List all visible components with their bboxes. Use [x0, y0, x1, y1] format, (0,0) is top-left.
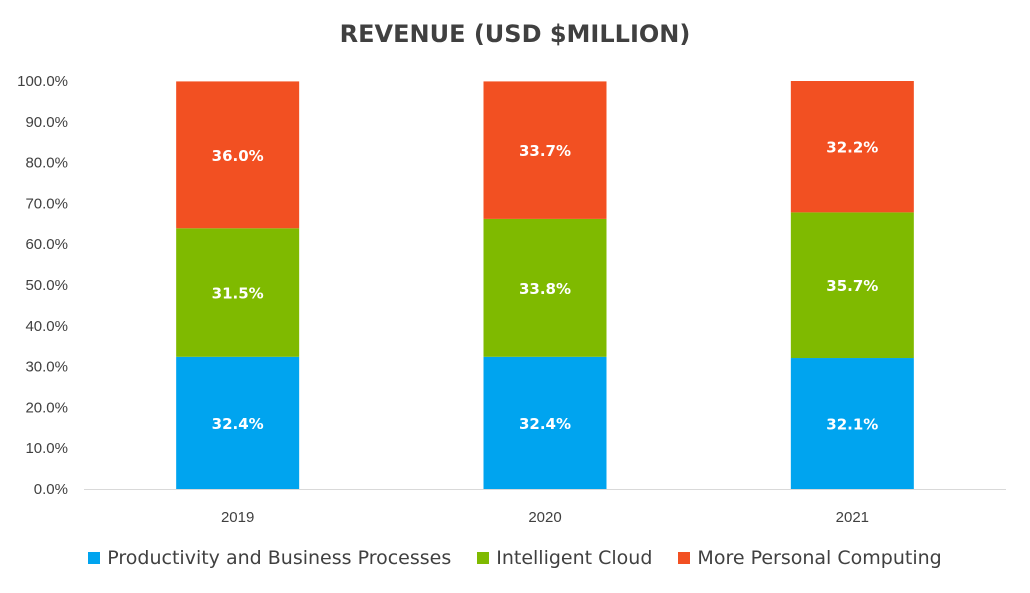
legend-item: More Personal Computing: [678, 547, 942, 569]
y-tick-label: 100.0%: [17, 73, 68, 90]
y-tick-label: 50.0%: [25, 277, 68, 294]
y-tick-label: 90.0%: [25, 114, 68, 131]
y-tick-label: 70.0%: [25, 195, 68, 212]
legend: Productivity and Business Processes Intel…: [0, 547, 1030, 569]
data-label: 35.7%: [826, 277, 878, 295]
legend-label: Productivity and Business Processes: [107, 547, 452, 569]
y-tick-label: 30.0%: [25, 359, 68, 376]
data-label: 32.1%: [826, 416, 878, 434]
legend-label: Intelligent Cloud: [496, 547, 653, 569]
legend-swatch: [678, 552, 691, 564]
data-label: 32.2%: [826, 139, 878, 157]
legend-swatch: [88, 552, 101, 564]
data-label: 32.4%: [212, 415, 264, 433]
y-tick-label: 80.0%: [25, 155, 68, 172]
x-tick-label: 2020: [528, 509, 561, 526]
bar-segment: [483, 81, 607, 219]
legend-item: Intelligent Cloud: [477, 547, 652, 569]
bar-segment: [790, 358, 914, 489]
data-label: 33.8%: [519, 280, 571, 298]
data-label: 32.4%: [519, 415, 571, 433]
bar-segment: [790, 212, 914, 359]
data-label: 33.7%: [519, 142, 571, 160]
y-tick-label: 0.0%: [34, 481, 68, 498]
y-tick-label: 10.0%: [25, 440, 68, 457]
legend-label: More Personal Computing: [697, 547, 942, 569]
data-label: 36.0%: [212, 147, 264, 165]
bar-segment: [176, 228, 300, 357]
legend-item: Productivity and Business Processes: [88, 547, 451, 569]
bar-segment: [176, 356, 300, 489]
chart-title: REVENUE (USD $MILLION): [339, 20, 691, 48]
legend-swatch: [477, 552, 490, 564]
bar-segment: [483, 218, 607, 357]
data-label: 31.5%: [212, 285, 264, 303]
bar-segment: [790, 81, 914, 213]
y-tick-label: 20.0%: [25, 399, 68, 416]
bar-segment: [176, 81, 300, 229]
bar-segment: [483, 356, 607, 489]
x-tick-label: 2019: [221, 509, 254, 526]
y-tick-label: 60.0%: [25, 236, 68, 253]
x-tick-label: 2021: [836, 509, 869, 526]
y-tick-label: 40.0%: [25, 318, 68, 335]
